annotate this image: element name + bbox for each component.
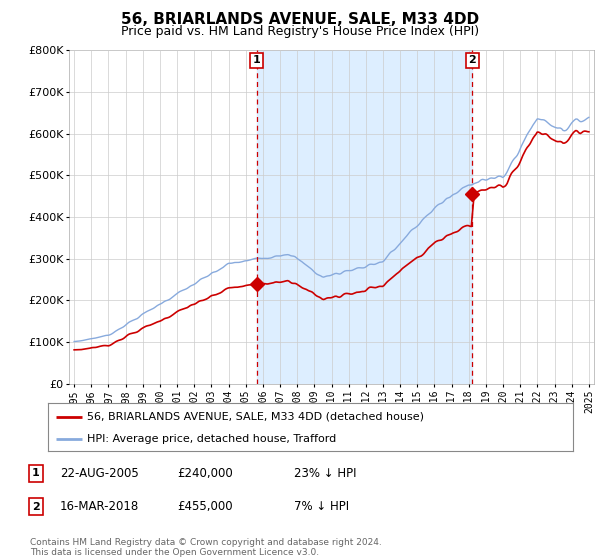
Text: £240,000: £240,000 <box>177 466 233 480</box>
Bar <box>257 50 472 384</box>
Text: 56, BRIARLANDS AVENUE, SALE, M33 4DD: 56, BRIARLANDS AVENUE, SALE, M33 4DD <box>121 12 479 27</box>
Text: Contains HM Land Registry data © Crown copyright and database right 2024.
This d: Contains HM Land Registry data © Crown c… <box>30 538 382 557</box>
Text: Price paid vs. HM Land Registry's House Price Index (HPI): Price paid vs. HM Land Registry's House … <box>121 25 479 38</box>
Text: £455,000: £455,000 <box>177 500 233 514</box>
Text: 1: 1 <box>253 55 260 66</box>
Text: 7% ↓ HPI: 7% ↓ HPI <box>294 500 349 514</box>
Text: 23% ↓ HPI: 23% ↓ HPI <box>294 466 356 480</box>
Text: 2: 2 <box>32 502 40 512</box>
Text: 22-AUG-2005: 22-AUG-2005 <box>60 466 139 480</box>
Text: 16-MAR-2018: 16-MAR-2018 <box>60 500 139 514</box>
Text: 56, BRIARLANDS AVENUE, SALE, M33 4DD (detached house): 56, BRIARLANDS AVENUE, SALE, M33 4DD (de… <box>88 412 424 422</box>
Text: 1: 1 <box>32 468 40 478</box>
Text: HPI: Average price, detached house, Trafford: HPI: Average price, detached house, Traf… <box>88 434 337 444</box>
Text: 2: 2 <box>469 55 476 66</box>
